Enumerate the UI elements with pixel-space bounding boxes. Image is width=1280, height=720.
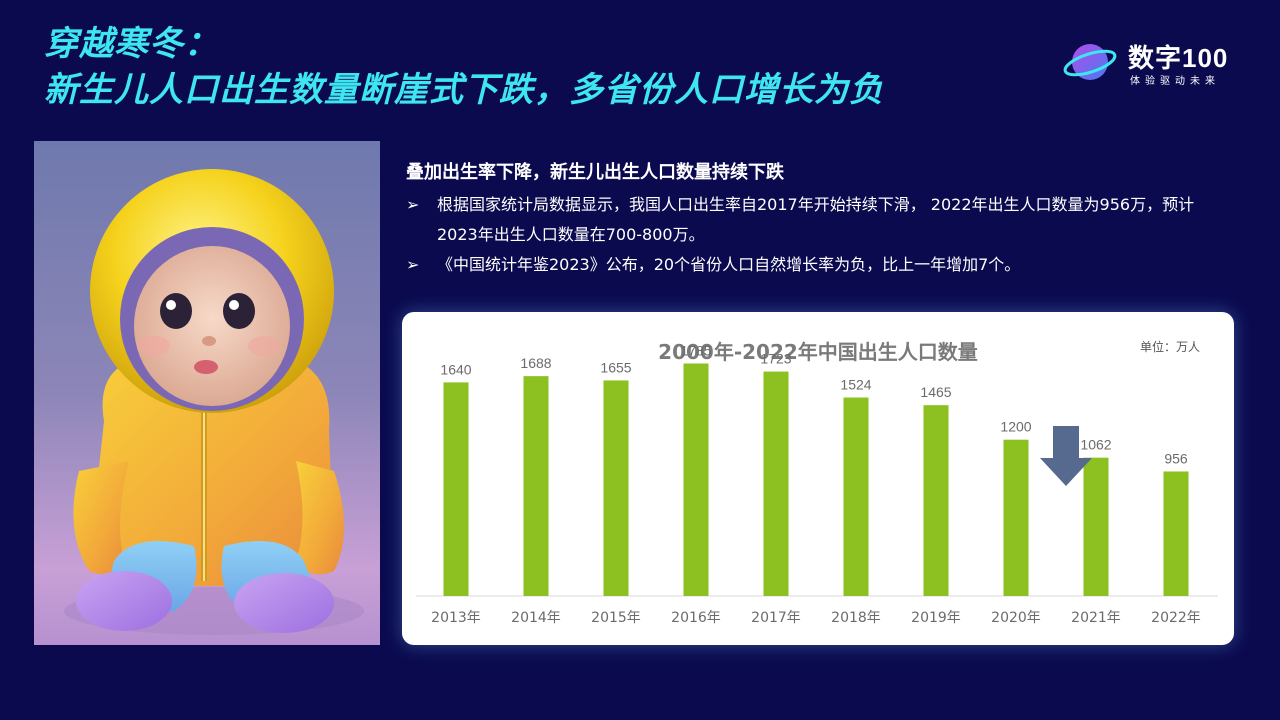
page-title-line1: 穿越寒冬： <box>44 24 219 64</box>
bar-2013年 <box>443 382 469 596</box>
chart-panel: 2000年-2022年中国出生人口数量 单位：万人 1640 2013年 1688 2… <box>402 312 1234 645</box>
data-label: 1062 <box>1080 437 1111 453</box>
brand-tagline: 体验驱动未来 <box>1130 76 1220 87</box>
data-label: 956 <box>1164 450 1188 466</box>
down-arrow-icon <box>1040 426 1092 486</box>
bar-chart: 1640 2013年 1688 2014年 1655 2015年 1785 2016年 1723… <box>416 342 1218 626</box>
bar-2015年 <box>603 380 629 596</box>
bar-2021年 <box>1083 457 1109 596</box>
x-tick-label: 2013年 <box>431 610 481 626</box>
x-tick-label: 2015年 <box>591 610 641 626</box>
brand-name: 数字100 <box>1128 43 1229 73</box>
bar-2016年 <box>683 363 709 596</box>
brand-logo: 数字100 体验驱动未来 <box>1062 36 1252 88</box>
chart-title: 2000年-2022年中国出生人口数量 <box>658 340 978 364</box>
data-label: 1524 <box>840 376 871 392</box>
globe-logo-icon <box>1063 44 1117 80</box>
bullet-text: 根据国家统计局数据显示，我国人口出生率自2017年开始持续下滑， 2022年出生… <box>437 195 1195 244</box>
data-label: 1785 <box>680 342 711 358</box>
bullet-list: ➢ 根据国家统计局数据显示，我国人口出生率自2017年开始持续下滑， 2022年… <box>406 190 1216 280</box>
bullet-item: ➢ 根据国家统计局数据显示，我国人口出生率自2017年开始持续下滑， 2022年… <box>406 190 1216 250</box>
x-tick-label: 2022年 <box>1151 610 1201 626</box>
bar-2017年 <box>763 371 789 596</box>
bar-2018年 <box>843 397 869 596</box>
data-label: 1640 <box>440 361 471 377</box>
data-label: 1688 <box>520 355 551 371</box>
bar-2014年 <box>523 376 549 596</box>
bullet-item: ➢ 《中国统计年鉴2023》公布，20个省份人口自然增长率为负，比上一年增加7个… <box>406 250 1216 280</box>
bar-2022年 <box>1163 471 1189 596</box>
section-subhead: 叠加出生率下降，新生儿出生人口数量持续下跌 <box>406 162 784 183</box>
x-tick-label: 2021年 <box>1071 610 1121 626</box>
x-tick-label: 2016年 <box>671 610 721 626</box>
x-tick-label: 2019年 <box>911 610 961 626</box>
baby-astronaut-image <box>34 141 380 645</box>
chart-unit-label: 单位：万人 <box>1139 340 1200 354</box>
bullet-text: 《中国统计年鉴2023》公布，20个省份人口自然增长率为负，比上一年增加7个。 <box>437 255 1021 274</box>
bar-2020年 <box>1003 439 1029 596</box>
x-tick-label: 2014年 <box>511 610 561 626</box>
page-title-line2: 新生儿人口出生数量断崖式下跌，多省份人口增长为负 <box>44 70 884 110</box>
x-tick-label: 2017年 <box>751 610 801 626</box>
x-tick-label: 2018年 <box>831 610 881 626</box>
data-label: 1655 <box>600 359 631 375</box>
arrow-bullet-icon: ➢ <box>406 195 420 214</box>
bar-2019年 <box>923 405 949 596</box>
data-label: 1465 <box>920 384 951 400</box>
data-label: 1723 <box>760 351 791 367</box>
x-tick-label: 2020年 <box>991 610 1041 626</box>
data-label: 1200 <box>1000 419 1031 435</box>
arrow-bullet-icon: ➢ <box>406 255 420 274</box>
